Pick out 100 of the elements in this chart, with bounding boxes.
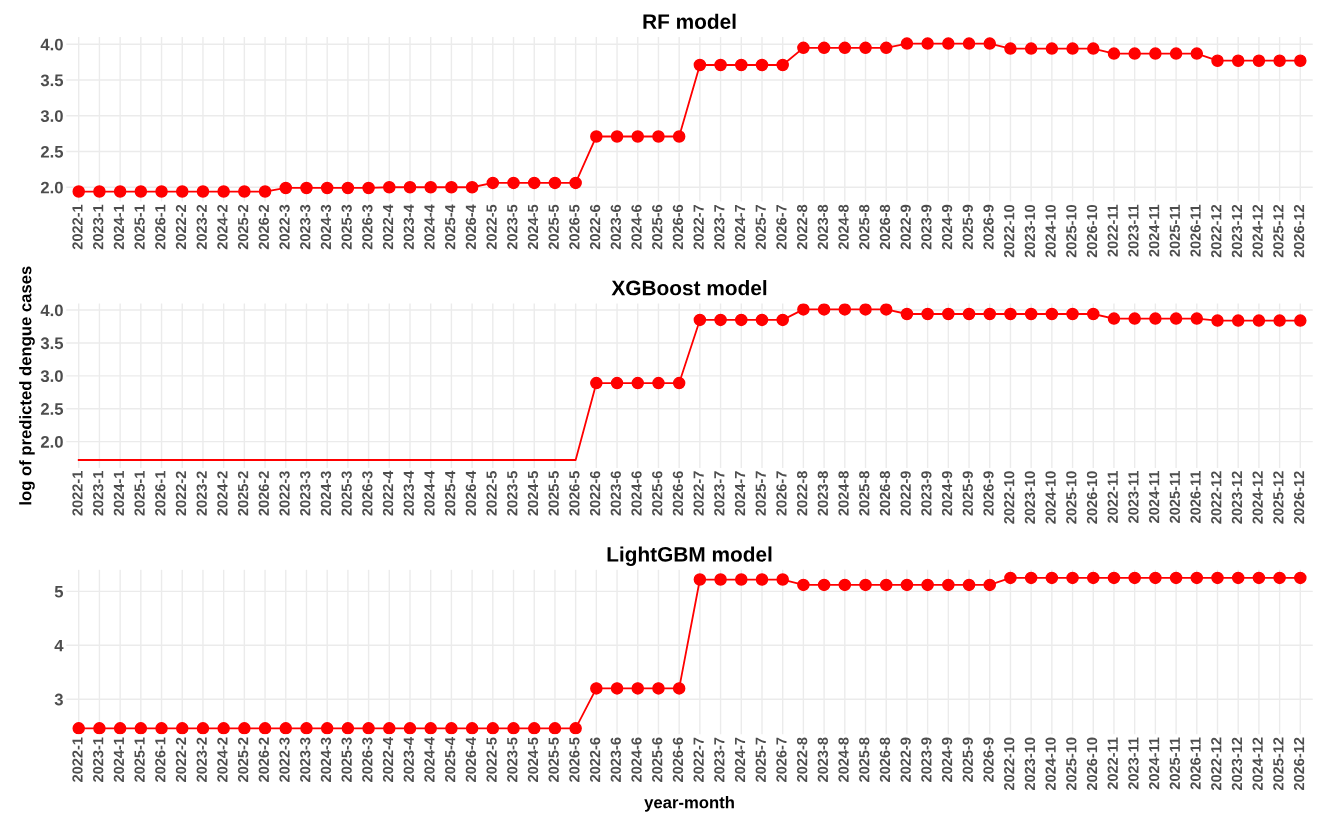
y-tick-label: 3.5 xyxy=(40,337,64,350)
x-tick-label: 2025-1 xyxy=(134,471,145,516)
x-tick-label: 2026-2 xyxy=(258,737,269,782)
x-tick-label: 2024-9 xyxy=(941,471,953,516)
x-tick-label: 2022-11 xyxy=(1107,471,1118,523)
x-tick-label: 2026-12 xyxy=(1293,471,1305,524)
x-tick-label: 2026-3 xyxy=(362,471,373,516)
point xyxy=(1004,42,1017,55)
point xyxy=(879,41,893,55)
point xyxy=(817,303,831,316)
point xyxy=(631,376,645,390)
point xyxy=(93,185,106,198)
x-tick-label: 2025-9 xyxy=(962,737,973,782)
point xyxy=(362,181,375,195)
x-tick-label: 2024-3 xyxy=(320,471,332,516)
point xyxy=(320,181,334,195)
point xyxy=(1169,47,1183,60)
x-tick-label: 2023-9 xyxy=(921,737,932,782)
point xyxy=(1190,47,1204,60)
point xyxy=(776,313,789,327)
point xyxy=(631,130,645,143)
x-tick-label: 2024-8 xyxy=(838,737,849,782)
point xyxy=(693,313,707,327)
point xyxy=(1066,307,1079,321)
point xyxy=(1024,307,1038,321)
point xyxy=(735,573,748,586)
point xyxy=(507,176,520,190)
x-tick-label: 2022-11 xyxy=(1107,737,1118,790)
x-tick-label: 2025-6 xyxy=(652,471,663,516)
point xyxy=(838,578,852,592)
x-tick-label: 2025-2 xyxy=(237,737,249,782)
point xyxy=(424,180,437,194)
x-tick-label: 2026-5 xyxy=(569,737,580,782)
x-tick-label: 2026-6 xyxy=(672,737,684,782)
x-tick-label: 2022-7 xyxy=(693,737,704,782)
point xyxy=(879,303,893,316)
x-tick-label: 2024-1 xyxy=(113,737,125,782)
x-tick-label: 2024-2 xyxy=(217,204,228,250)
point xyxy=(1190,571,1204,585)
point xyxy=(714,58,727,72)
x-tick-label: 2025-2 xyxy=(237,471,249,516)
x-tick-label: 2022-9 xyxy=(900,471,911,516)
point xyxy=(465,180,479,194)
x-tick-label: 2022-5 xyxy=(486,737,497,782)
x-tick-label: 2025-6 xyxy=(652,737,663,782)
point xyxy=(527,176,541,190)
x-tick-label: 2023-5 xyxy=(507,204,518,250)
point xyxy=(921,307,934,321)
x-tick-label: 2026-4 xyxy=(465,737,477,782)
point xyxy=(755,58,769,72)
point xyxy=(1004,307,1017,321)
point xyxy=(1294,314,1307,327)
x-tick-label: 2025-11 xyxy=(1169,471,1180,523)
x-tick-label: 2025-3 xyxy=(341,204,352,250)
point xyxy=(383,180,396,194)
point xyxy=(569,722,582,735)
x-tick-label: 2023-7 xyxy=(714,204,725,250)
x-tick-label: 2026-7 xyxy=(776,737,787,782)
point xyxy=(507,722,520,735)
x-tick-label: 2026-1 xyxy=(155,737,166,782)
y-tick-label: 3.0 xyxy=(40,110,63,122)
point xyxy=(735,58,748,72)
x-tick-label: 2024-8 xyxy=(838,471,849,516)
point xyxy=(238,722,251,735)
x-tick-label: 2022-10 xyxy=(1004,737,1015,791)
point xyxy=(672,130,686,143)
point xyxy=(838,303,852,316)
x-tick-label: 2024-1 xyxy=(113,204,125,250)
point xyxy=(652,376,665,390)
point xyxy=(548,722,562,735)
x-tick-label: 2024-6 xyxy=(631,204,642,250)
y-tick-label: 3.0 xyxy=(40,370,63,383)
point xyxy=(258,722,272,735)
point xyxy=(817,578,831,592)
point xyxy=(445,180,458,194)
x-tick-label: 2026-6 xyxy=(672,471,684,516)
x-tick-label: 2024-1 xyxy=(113,471,125,516)
x-tick-label: 2026-9 xyxy=(983,737,994,782)
x-tick-label: 2023-1 xyxy=(93,737,104,782)
point xyxy=(652,682,665,695)
point xyxy=(217,185,230,198)
x-tick-label: 2023-9 xyxy=(921,204,932,250)
chart-title: LightGBM model xyxy=(607,546,772,566)
point xyxy=(1128,571,1141,585)
x-tick-label: 2025-1 xyxy=(134,737,145,782)
point xyxy=(403,180,417,194)
x-tick-label: 2022-2 xyxy=(175,737,187,782)
point xyxy=(1087,571,1100,585)
x-tick-label: 2024-12 xyxy=(1252,737,1263,791)
x-tick-label: 2024-10 xyxy=(1045,204,1056,258)
point xyxy=(527,722,541,735)
x-tick-label: 2025-3 xyxy=(341,471,352,516)
point xyxy=(362,722,375,735)
x-tick-label: 2024-9 xyxy=(941,204,953,250)
x-tick-label: 2025-9 xyxy=(962,471,973,516)
point xyxy=(1273,314,1286,327)
point xyxy=(1128,312,1141,325)
point xyxy=(755,313,769,327)
x-tick-label: 2026-3 xyxy=(362,737,373,782)
x-tick-label: 2022-6 xyxy=(589,204,601,250)
